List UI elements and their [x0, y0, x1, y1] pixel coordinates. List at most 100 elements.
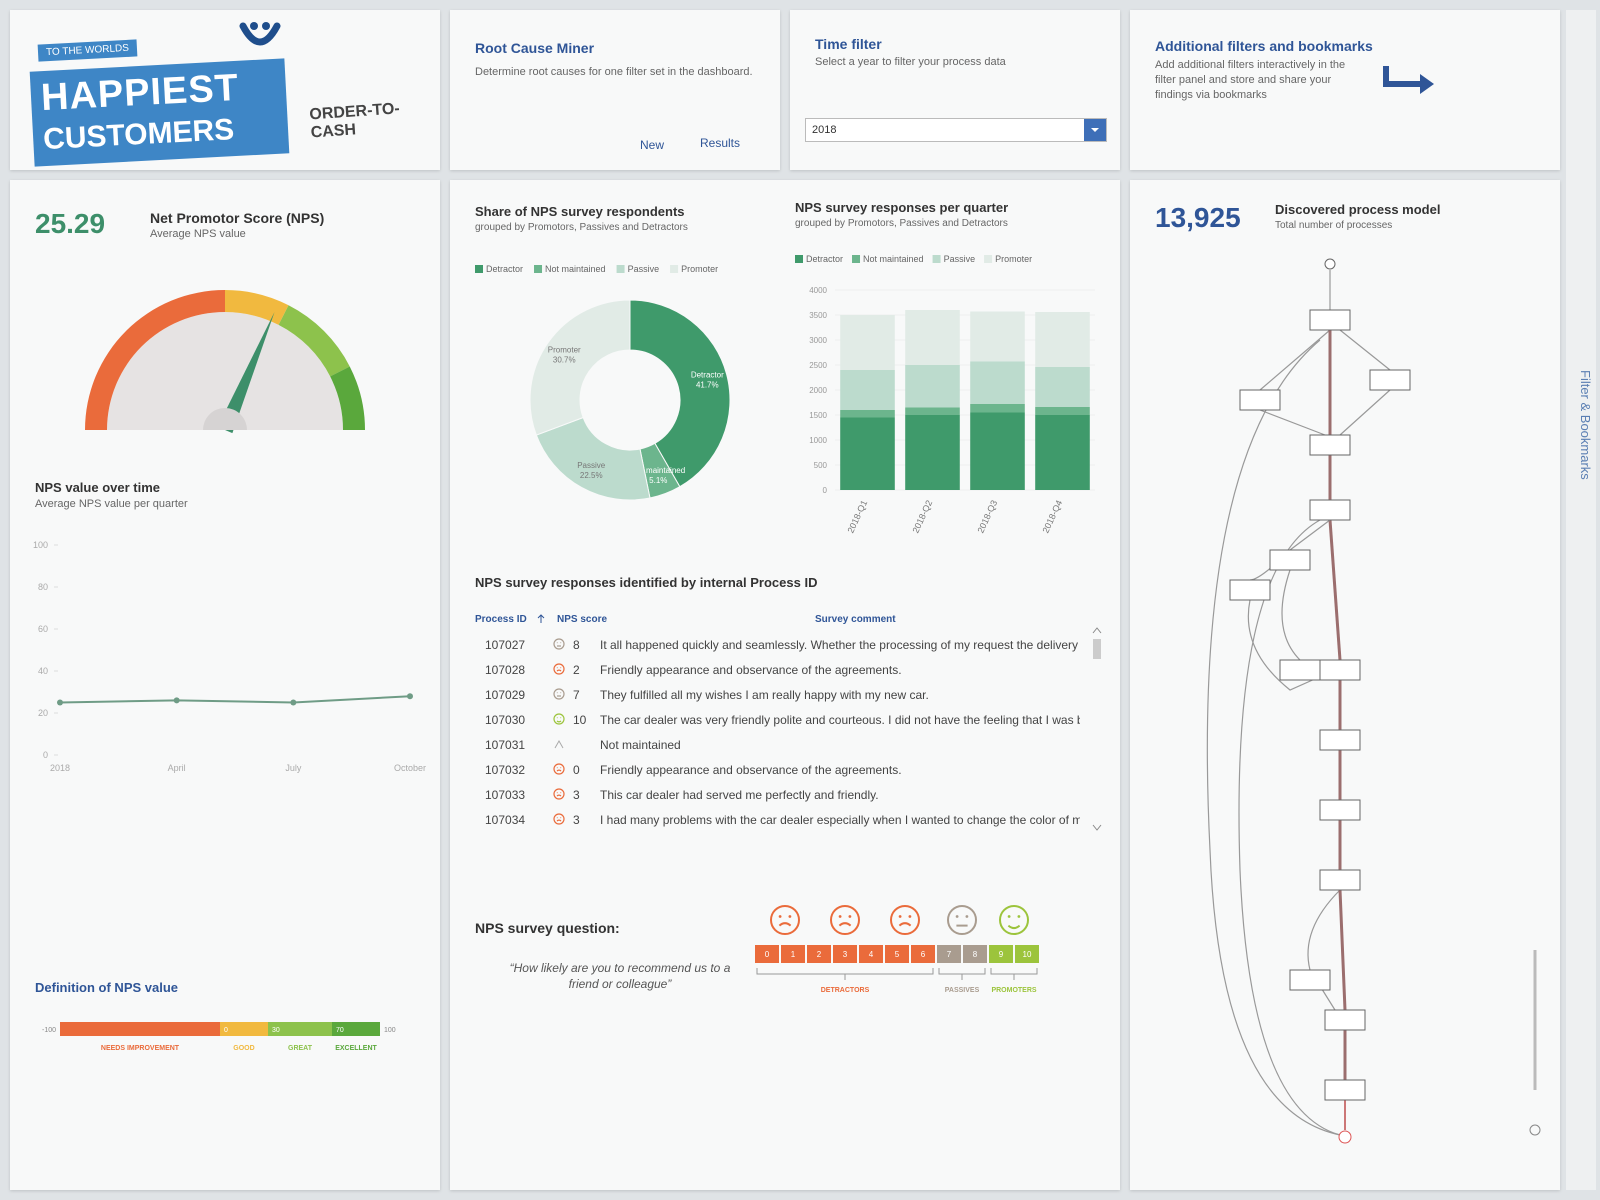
nps-value: 25.29 — [35, 208, 106, 239]
x-tick-label: 2018-Q1 — [845, 499, 869, 535]
start-node[interactable] — [1324, 258, 1336, 270]
dropdown-arrow — [1091, 128, 1099, 132]
activity-node[interactable] — [1324, 1009, 1366, 1031]
edge — [1339, 329, 1391, 371]
y-tick-label: 3500 — [809, 311, 827, 320]
slice-label: Detractor — [691, 370, 724, 379]
legend-label: Passive — [944, 254, 976, 264]
slice-label: Passive — [577, 461, 606, 470]
button[interactable]: Results — [700, 136, 741, 150]
dropdown-button[interactable] — [1084, 119, 1106, 141]
logo-tagline: TO THE WORLDS — [37, 39, 138, 62]
gauge-subtitle: Average NPS value — [150, 228, 246, 240]
score-face-eye — [556, 817, 558, 819]
score-icon — [553, 813, 565, 825]
column-header[interactable]: Survey comment — [815, 614, 896, 625]
activity-node[interactable] — [1319, 729, 1361, 751]
scroll-thumb[interactable] — [1093, 639, 1101, 659]
activity-node[interactable] — [1309, 434, 1351, 456]
zoom-reset[interactable] — [1529, 1124, 1541, 1136]
activity-node[interactable] — [1369, 369, 1411, 391]
button[interactable]: New — [640, 138, 665, 152]
y-tick-label: 1500 — [809, 411, 827, 420]
question-title: NPS survey question: — [475, 920, 620, 936]
legend-swatch — [984, 255, 993, 263]
nps-score: 10 — [573, 713, 587, 727]
process-id: 107027 — [485, 638, 526, 652]
y-tick-label: 0 — [43, 750, 48, 760]
scale-number: 8 — [973, 950, 978, 959]
point — [407, 693, 413, 700]
activity-node[interactable] — [1319, 659, 1361, 681]
arrow-icon — [1383, 66, 1434, 94]
gauge-band — [278, 305, 350, 377]
activity-node[interactable] — [1279, 659, 1321, 681]
edge — [1339, 389, 1391, 436]
score-face — [553, 688, 565, 700]
donut-slice — [629, 299, 731, 488]
edge — [1307, 889, 1341, 1011]
slice-label: Not maintained — [631, 466, 685, 475]
column-header[interactable]: NPS score — [557, 614, 608, 625]
definition-title: Definition of NPS value — [35, 980, 179, 995]
column-header[interactable]: Process ID — [475, 614, 527, 625]
logo-block: HAPPIEST CUSTOMERS — [29, 58, 290, 167]
y-tick-label: 1000 — [809, 436, 827, 445]
activity-node[interactable] — [1229, 579, 1271, 601]
survey-comment: Friendly appearance and observance of th… — [600, 663, 902, 677]
end-node[interactable] — [1338, 1130, 1352, 1144]
group-label: PASSIVES — [945, 987, 980, 994]
process-graph[interactable] — [1130, 250, 1560, 1180]
scale-face-eye — [778, 915, 782, 918]
activity-node[interactable] — [1289, 969, 1331, 991]
line-subtitle: Average NPS value per quarter — [35, 498, 188, 510]
side-panel[interactable]: Filter & Bookmarks — [1566, 10, 1596, 1190]
point — [57, 699, 63, 706]
score-icon — [553, 713, 565, 725]
scroll-down[interactable] — [1092, 824, 1102, 831]
activity-node[interactable] — [1309, 499, 1351, 521]
group-label: DETRACTORS — [821, 987, 870, 994]
scale-number: 1 — [791, 950, 796, 959]
bar-segment — [1035, 367, 1090, 407]
scale-box — [1015, 945, 1039, 963]
table-row: 107030 10 The car dealer was very friendly… — [465, 709, 1105, 731]
donut-slice — [529, 299, 631, 436]
score-icon — [553, 663, 565, 675]
point — [290, 699, 297, 706]
year-select[interactable]: 2018 — [805, 118, 1107, 142]
x-tick-label: 2018-Q2 — [910, 499, 934, 535]
score-face-eye — [556, 767, 558, 769]
gauge-face — [107, 312, 343, 430]
activity-node[interactable] — [1269, 549, 1311, 571]
y-tick-label: 500 — [814, 461, 828, 470]
scrollbar[interactable] — [1090, 625, 1104, 835]
edge — [1259, 409, 1326, 436]
scale-number: 3 — [843, 950, 848, 959]
edge — [1281, 569, 1301, 661]
scale-face — [890, 905, 920, 935]
survey-comment: They fulfilled all my wishes I am really… — [600, 688, 929, 702]
bar-segment — [1035, 312, 1090, 367]
activity-node[interactable] — [1324, 1079, 1366, 1101]
score-icon — [554, 739, 564, 749]
activity-node[interactable] — [1309, 309, 1351, 331]
score-icon — [553, 688, 565, 700]
sort-icon[interactable] — [537, 614, 545, 624]
threshold-label: 100 — [384, 1027, 396, 1034]
scale-box — [859, 945, 883, 963]
x-tick-label: 2018-Q3 — [975, 499, 999, 535]
survey-comment: It all happened quickly and seamlessly. … — [600, 638, 1080, 652]
logo-smile — [239, 22, 281, 46]
scroll-up[interactable] — [1092, 627, 1102, 634]
table-row: 107033 3 This car dealer had served me per… — [465, 784, 1105, 806]
gauge-needle — [217, 311, 275, 434]
activity-node[interactable] — [1319, 799, 1361, 821]
score-face-eye — [560, 642, 562, 644]
x-tick-label: 2018 — [50, 763, 70, 773]
score-face — [553, 788, 565, 800]
activity-node[interactable] — [1239, 389, 1281, 411]
score-face-mouth — [556, 769, 562, 772]
activity-node[interactable] — [1319, 869, 1361, 891]
